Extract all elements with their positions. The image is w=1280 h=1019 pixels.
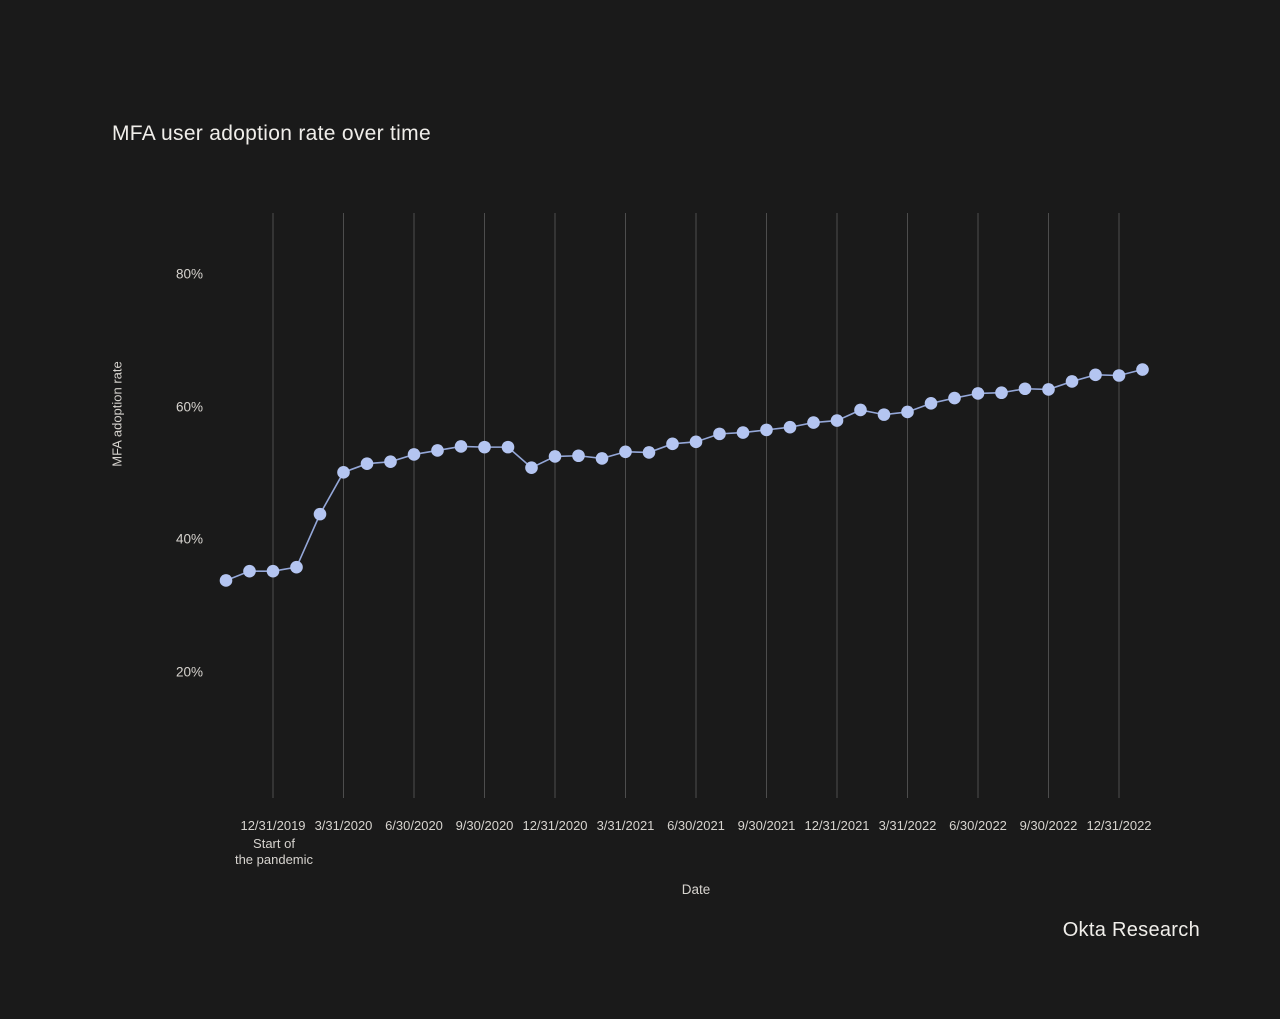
annotation-line-1: Start of: [253, 836, 295, 851]
data-point: [501, 440, 515, 454]
data-point: [1089, 368, 1102, 382]
data-point: [713, 427, 726, 441]
data-point: [360, 457, 374, 471]
data-point: [572, 449, 585, 463]
data-point: [478, 440, 491, 454]
data-point: [995, 386, 1008, 400]
data-point: [548, 450, 562, 463]
data-point: [1065, 375, 1079, 388]
data-point: [854, 403, 867, 417]
data-point: [783, 420, 797, 434]
data-point: [666, 437, 679, 451]
data-point: [901, 405, 914, 419]
data-point: [1112, 369, 1126, 382]
data-point: [971, 387, 985, 400]
data-point: [266, 564, 280, 578]
source-label: Okta Research: [1062, 919, 1200, 941]
data-point: [290, 560, 303, 574]
data-point: [219, 574, 233, 587]
data-point: [407, 448, 421, 461]
data-point: [243, 564, 256, 578]
data-point: [760, 423, 773, 437]
data-point: [431, 444, 444, 457]
data-point: [807, 416, 820, 429]
data-point: [384, 455, 397, 469]
data-point: [1042, 383, 1055, 396]
data-point: [689, 435, 703, 449]
data-point: [525, 461, 538, 474]
data-point: [924, 397, 938, 410]
annotation-line-2: the pandemic: [234, 852, 314, 867]
data-point: [313, 507, 327, 521]
trend-line: [225, 368, 1143, 582]
y-axis-title: MFA adoption rate: [109, 361, 125, 467]
data-point: [830, 414, 844, 427]
data-point: [454, 440, 468, 453]
x-axis-title: Date: [681, 882, 711, 897]
data-point: [948, 391, 961, 405]
data-point: [619, 445, 632, 459]
data-point: [595, 452, 609, 465]
data-point: [877, 408, 891, 421]
data-point: [736, 426, 750, 439]
chart-title: MFA user adoption rate over time: [112, 122, 431, 145]
data-point: [1018, 382, 1032, 396]
pandemic-annotation: Start of the pandemic: [235, 836, 313, 868]
data-point: [642, 446, 656, 459]
data-point: [1136, 363, 1149, 376]
data-point: [337, 466, 350, 479]
